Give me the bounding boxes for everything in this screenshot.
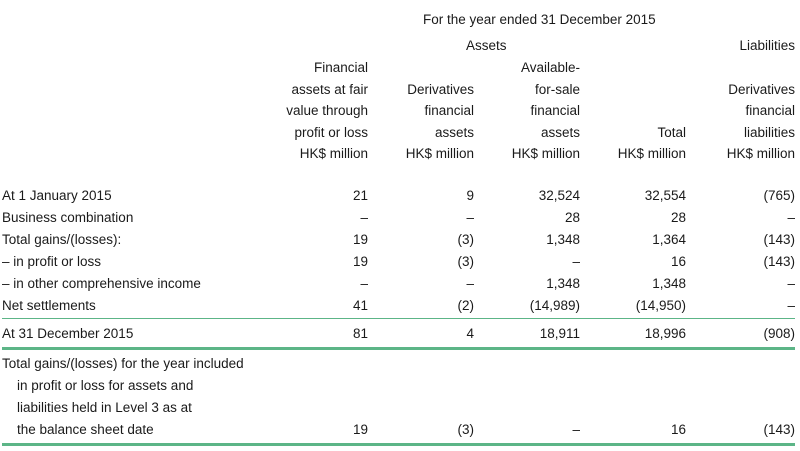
table-cell: 19 [352,232,368,247]
period-heading: For the year ended 31 December 2015 [423,12,656,27]
table-cell: 9 [466,188,474,203]
subtotal-rule [2,318,795,319]
table-cell: 1,364 [652,232,686,247]
table-cell: (2) [457,298,475,313]
table-cell: – [466,210,474,225]
table-cell: – [572,422,580,437]
table-cell: 41 [352,298,368,313]
table-cell: 1,348 [546,232,580,247]
table-cell: (143) [763,232,795,247]
table-cell: – [787,210,795,225]
table-cell: (3) [457,422,475,437]
table-cell: – [360,210,368,225]
bottom-rule [2,443,795,446]
row-label: – in other comprehensive income [2,276,201,291]
table-cell: 28 [564,210,580,225]
table-cell: 18,911 [539,326,580,341]
assets-group-label: Assets [466,38,507,53]
table-cell: 28 [670,210,686,225]
table-cell: (3) [457,254,475,269]
row-label: in profit or loss for assets and [17,378,194,393]
row-label: Business combination [2,210,134,225]
row-label: liabilities held in Level 3 as at [17,400,192,415]
table-cell: 16 [670,254,686,269]
row-label: Total gains/(losses) for the year includ… [2,356,244,371]
row-label: At 31 December 2015 [2,326,134,341]
table-cell: (143) [763,254,795,269]
row-label: At 1 January 2015 [2,188,112,203]
table-cell: 32,554 [644,188,686,203]
table-cell: (3) [457,232,475,247]
table-cell: (143) [763,422,795,437]
table-cell: 1,348 [652,276,686,291]
row-label: – in profit or loss [2,254,102,269]
table-cell: – [360,276,368,291]
table-cell: – [466,276,474,291]
column-header-derivative-assets: Derivatives financial assets HK$ million [405,81,474,162]
row-label: Net settlements [2,298,96,313]
row-label: Total gains/(losses): [2,232,122,247]
table-cell: (765) [763,188,795,203]
row-label: the balance sheet date [17,422,154,437]
table-cell: (14,989) [529,298,580,313]
column-header-available-for-sale: Available- for-sale financial assets HK$… [511,60,580,161]
table-cell: – [787,276,795,291]
table-cell: – [787,298,795,313]
column-header-derivative-liabilities: Derivatives financial liabilities HK$ mi… [726,81,795,162]
table-cell: (14,950) [635,298,686,313]
total-rule [2,347,795,350]
table-cell: – [572,254,580,269]
table-cell: 18,996 [644,326,686,341]
column-header-fvtpl: Financial assets at fair value through p… [286,60,368,161]
table-cell: (908) [763,326,795,341]
table-cell: 4 [466,326,474,341]
column-header-total: Total HK$ million [617,124,686,162]
table-cell: 19 [352,254,368,269]
table-cell: 16 [670,422,686,437]
table-cell: 81 [352,326,368,341]
table-cell: 1,348 [546,276,580,291]
table-cell: 19 [352,422,368,437]
table-cell: 32,524 [538,188,580,203]
liabilities-group-label: Liabilities [739,38,795,53]
table-cell: 21 [352,188,368,203]
